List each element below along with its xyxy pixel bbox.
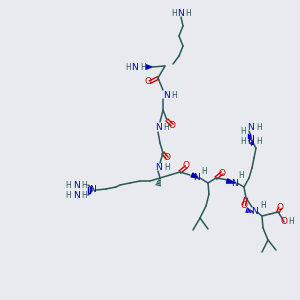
Text: H: H <box>240 137 246 146</box>
Text: N: N <box>231 178 237 188</box>
Text: N: N <box>252 208 258 217</box>
Text: H: H <box>238 172 244 181</box>
Polygon shape <box>226 179 235 183</box>
Text: H: H <box>201 167 207 176</box>
Text: N: N <box>154 124 161 133</box>
Text: N: N <box>73 190 80 200</box>
Text: N: N <box>154 164 161 172</box>
Text: N: N <box>163 91 170 100</box>
Text: H: H <box>240 128 246 136</box>
Text: N: N <box>90 185 96 194</box>
Text: H: H <box>81 181 87 190</box>
Text: N: N <box>248 137 254 146</box>
Text: O: O <box>277 202 284 211</box>
Text: H: H <box>256 137 262 146</box>
Text: O: O <box>280 218 287 226</box>
Text: O: O <box>145 77 152 86</box>
Text: H: H <box>163 124 169 133</box>
Text: N: N <box>193 173 200 182</box>
Text: H: H <box>65 181 71 190</box>
Text: N: N <box>178 8 184 17</box>
Text: N: N <box>73 181 80 190</box>
Text: H: H <box>185 8 191 17</box>
Text: H: H <box>140 62 146 71</box>
Text: O: O <box>164 154 170 163</box>
Text: H: H <box>65 190 71 200</box>
Polygon shape <box>191 173 198 178</box>
Text: O: O <box>182 161 190 170</box>
Text: H: H <box>125 62 131 71</box>
Text: H: H <box>164 164 170 172</box>
Text: H: H <box>171 8 177 17</box>
Text: N: N <box>248 124 254 133</box>
Polygon shape <box>146 65 152 69</box>
Text: O: O <box>169 121 176 130</box>
Text: H: H <box>171 91 177 100</box>
Text: O: O <box>241 200 248 209</box>
Text: H: H <box>260 200 266 209</box>
Text: H: H <box>81 190 87 200</box>
Text: H: H <box>256 124 262 133</box>
Text: N: N <box>248 136 254 145</box>
Text: O: O <box>218 169 226 178</box>
Text: N: N <box>132 62 138 71</box>
Text: H: H <box>288 218 294 226</box>
